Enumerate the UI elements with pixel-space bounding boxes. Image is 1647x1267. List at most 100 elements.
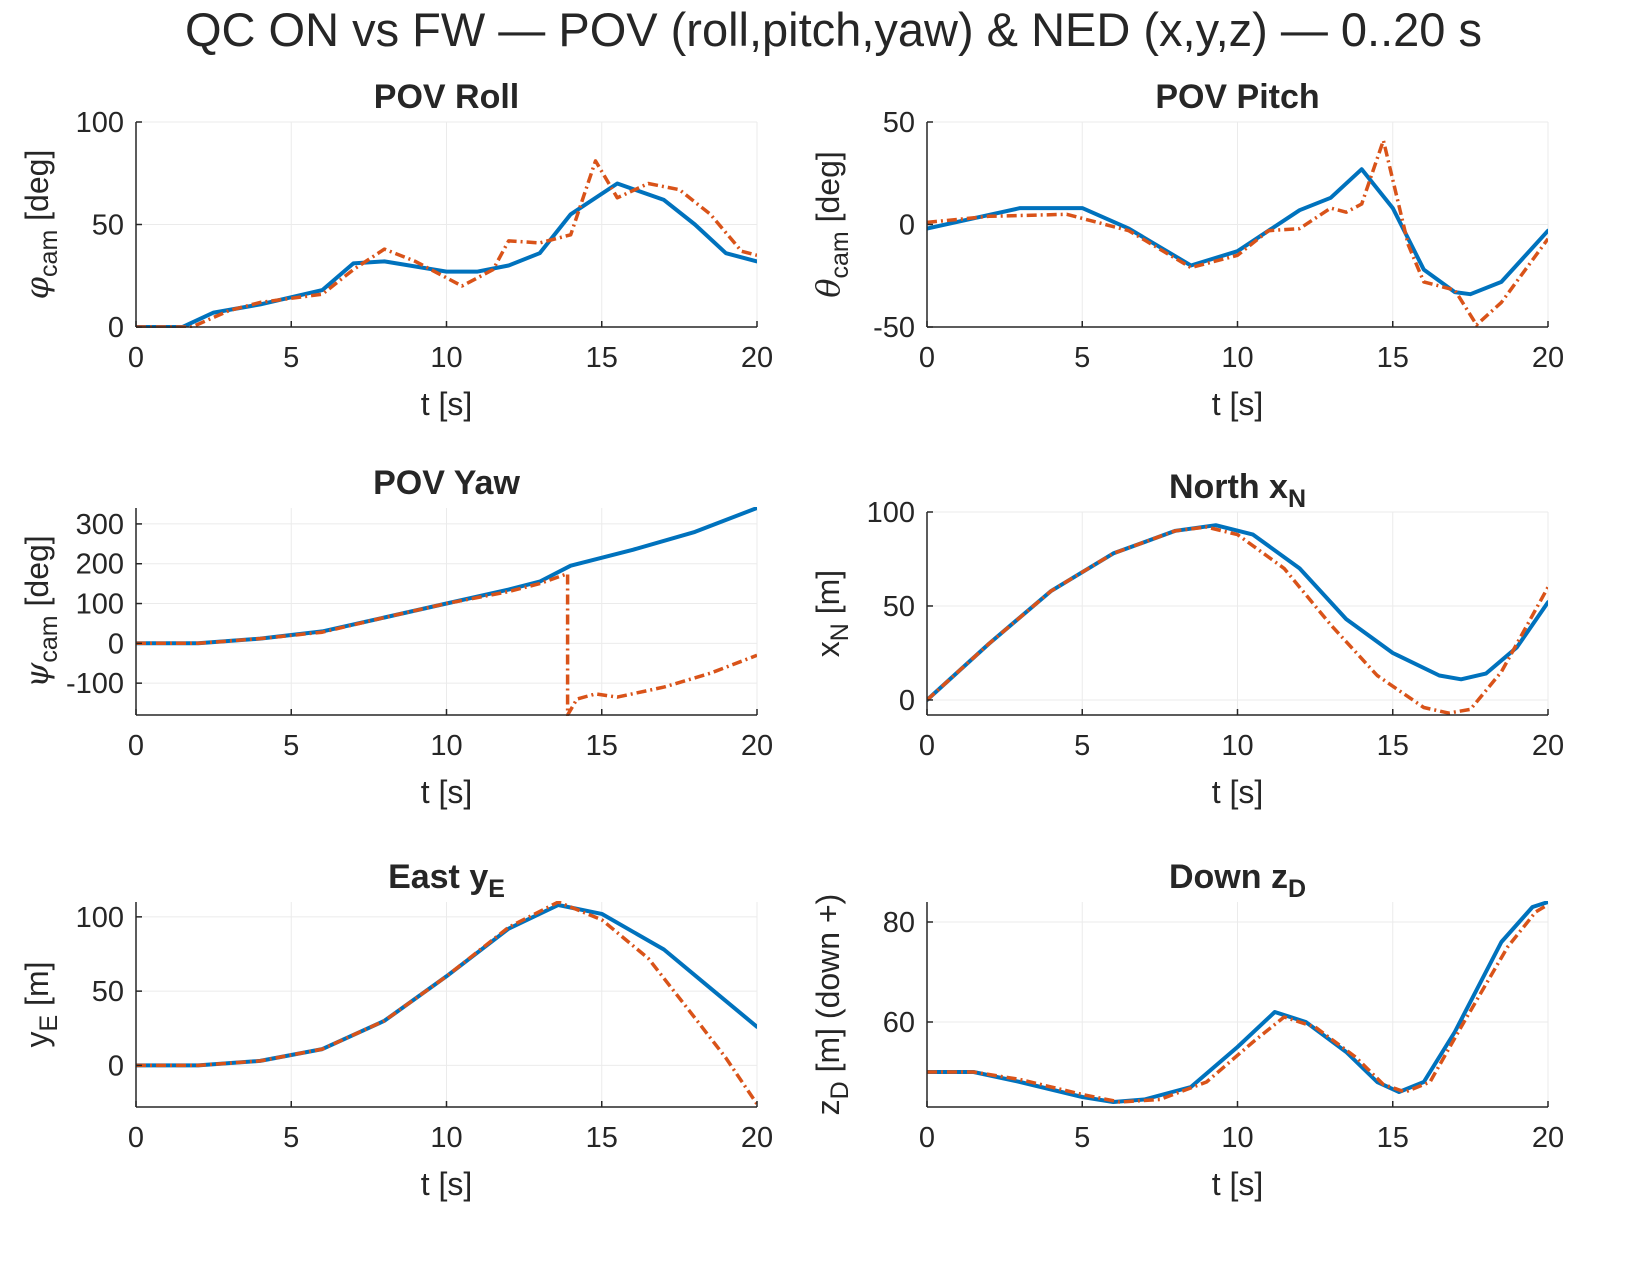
x-tick-label: 10 [1221,1122,1253,1154]
y-tick-label: 80 [883,907,915,939]
y-tick-label: 0 [899,210,915,242]
x-tick-label: 15 [1377,730,1409,762]
series-fw-line [927,138,1548,327]
figure-title: QC ON vs FW — POV (roll,pitch,yaw) & NED… [184,3,1483,56]
chart-title: POV Roll [374,78,519,116]
x-tick-label: 10 [430,730,462,762]
y-label-symbol: θ [809,279,847,298]
y-tick-label: 50 [92,210,124,242]
x-tick-label: 15 [586,730,618,762]
y-label-subscript: cam [35,615,63,662]
x-tick-label: 0 [919,342,935,374]
y-axis-label: yE [m] [19,961,63,1047]
x-tick-label: 20 [741,342,773,374]
x-tick-label: 15 [1377,342,1409,374]
series-fw-line [927,525,1548,715]
y-label-subscript: N [826,623,854,641]
x-tick-label: 0 [919,730,935,762]
series-fw-line [136,901,757,1105]
x-tick-label: 15 [1377,1122,1409,1154]
series-fw-line [136,159,757,328]
y-tick-label: 100 [76,589,124,621]
y-tick-label: 0 [108,1050,124,1082]
y-label-symbol: φ [18,276,56,299]
y-tick-label: 0 [108,312,124,344]
y-axis-label: ψcam [deg] [18,535,63,687]
y-label-unit: [deg] [19,150,55,230]
y-tick-label: 100 [76,107,124,139]
y-label-symbol: ψ [18,662,56,688]
x-tick-label: 5 [283,342,299,374]
y-label-unit: [deg] [19,535,55,615]
series-fw-line [927,903,1548,1104]
x-axis-label: t [s] [1212,386,1264,422]
x-tick-label: 20 [1532,1122,1564,1154]
y-label-unit: [m] [810,570,846,623]
y-tick-label: 300 [76,509,124,541]
chart-title: POV Yaw [373,464,520,502]
chart-title: North xN [1169,468,1306,513]
y-tick-label: -100 [66,668,124,700]
chart-title: POV Pitch [1155,78,1319,116]
x-axis-label: t [s] [1212,1166,1264,1202]
y-tick-label: -50 [873,312,915,344]
y-tick-label: 100 [76,902,124,934]
x-tick-label: 15 [586,1122,618,1154]
x-tick-label: 15 [586,342,618,374]
series-fw-line [136,571,757,716]
y-tick-label: 50 [883,107,915,139]
x-tick-label: 10 [1221,342,1253,374]
y-label-symbol: x [810,641,846,657]
x-tick-label: 5 [283,1122,299,1154]
y-tick-label: 60 [883,1007,915,1039]
x-tick-label: 0 [128,1122,144,1154]
chart-title-subscript: E [488,875,505,903]
y-label-unit: [m] (down +) [810,894,846,1082]
y-tick-label: 200 [76,549,124,581]
series-on-line [136,903,757,1068]
x-tick-label: 10 [430,1122,462,1154]
y-axis-label: zD [m] (down +) [810,894,854,1116]
chart-title-subscript: D [1288,875,1306,903]
x-tick-label: 20 [741,730,773,762]
chart-title: East yE [388,858,505,903]
y-label-subscript: E [35,1015,63,1032]
y-axis-label: θcam [deg] [809,151,854,298]
x-tick-label: 20 [1532,342,1564,374]
x-axis-label: t [s] [421,386,473,422]
series-on-line [136,181,757,328]
x-tick-label: 5 [1074,342,1090,374]
series-on-line [927,901,1548,1104]
x-axis-label: t [s] [421,1166,473,1202]
x-tick-label: 5 [1074,1122,1090,1154]
y-label-unit: [deg] [810,151,846,231]
x-tick-label: 20 [741,1122,773,1154]
y-label-unit: [m] [19,961,55,1014]
x-tick-label: 20 [1532,730,1564,762]
x-tick-label: 0 [919,1122,935,1154]
series-on-line [927,167,1548,297]
y-label-symbol: z [810,1099,846,1115]
y-tick-label: 50 [92,976,124,1008]
x-axis-label: t [s] [1212,774,1264,810]
y-tick-label: 100 [867,497,915,529]
x-tick-label: 0 [128,730,144,762]
y-label-subscript: cam [35,230,63,277]
x-tick-label: 5 [1074,730,1090,762]
x-axis-label: t [s] [421,774,473,810]
x-tick-label: 0 [128,342,144,374]
y-tick-label: 0 [899,685,915,717]
chart-title: Down zD [1169,858,1306,903]
x-tick-label: 5 [283,730,299,762]
x-tick-label: 10 [430,342,462,374]
y-label-subscript: D [826,1081,854,1099]
y-label-symbol: y [19,1032,55,1048]
y-axis-label: φcam [deg] [18,150,63,300]
